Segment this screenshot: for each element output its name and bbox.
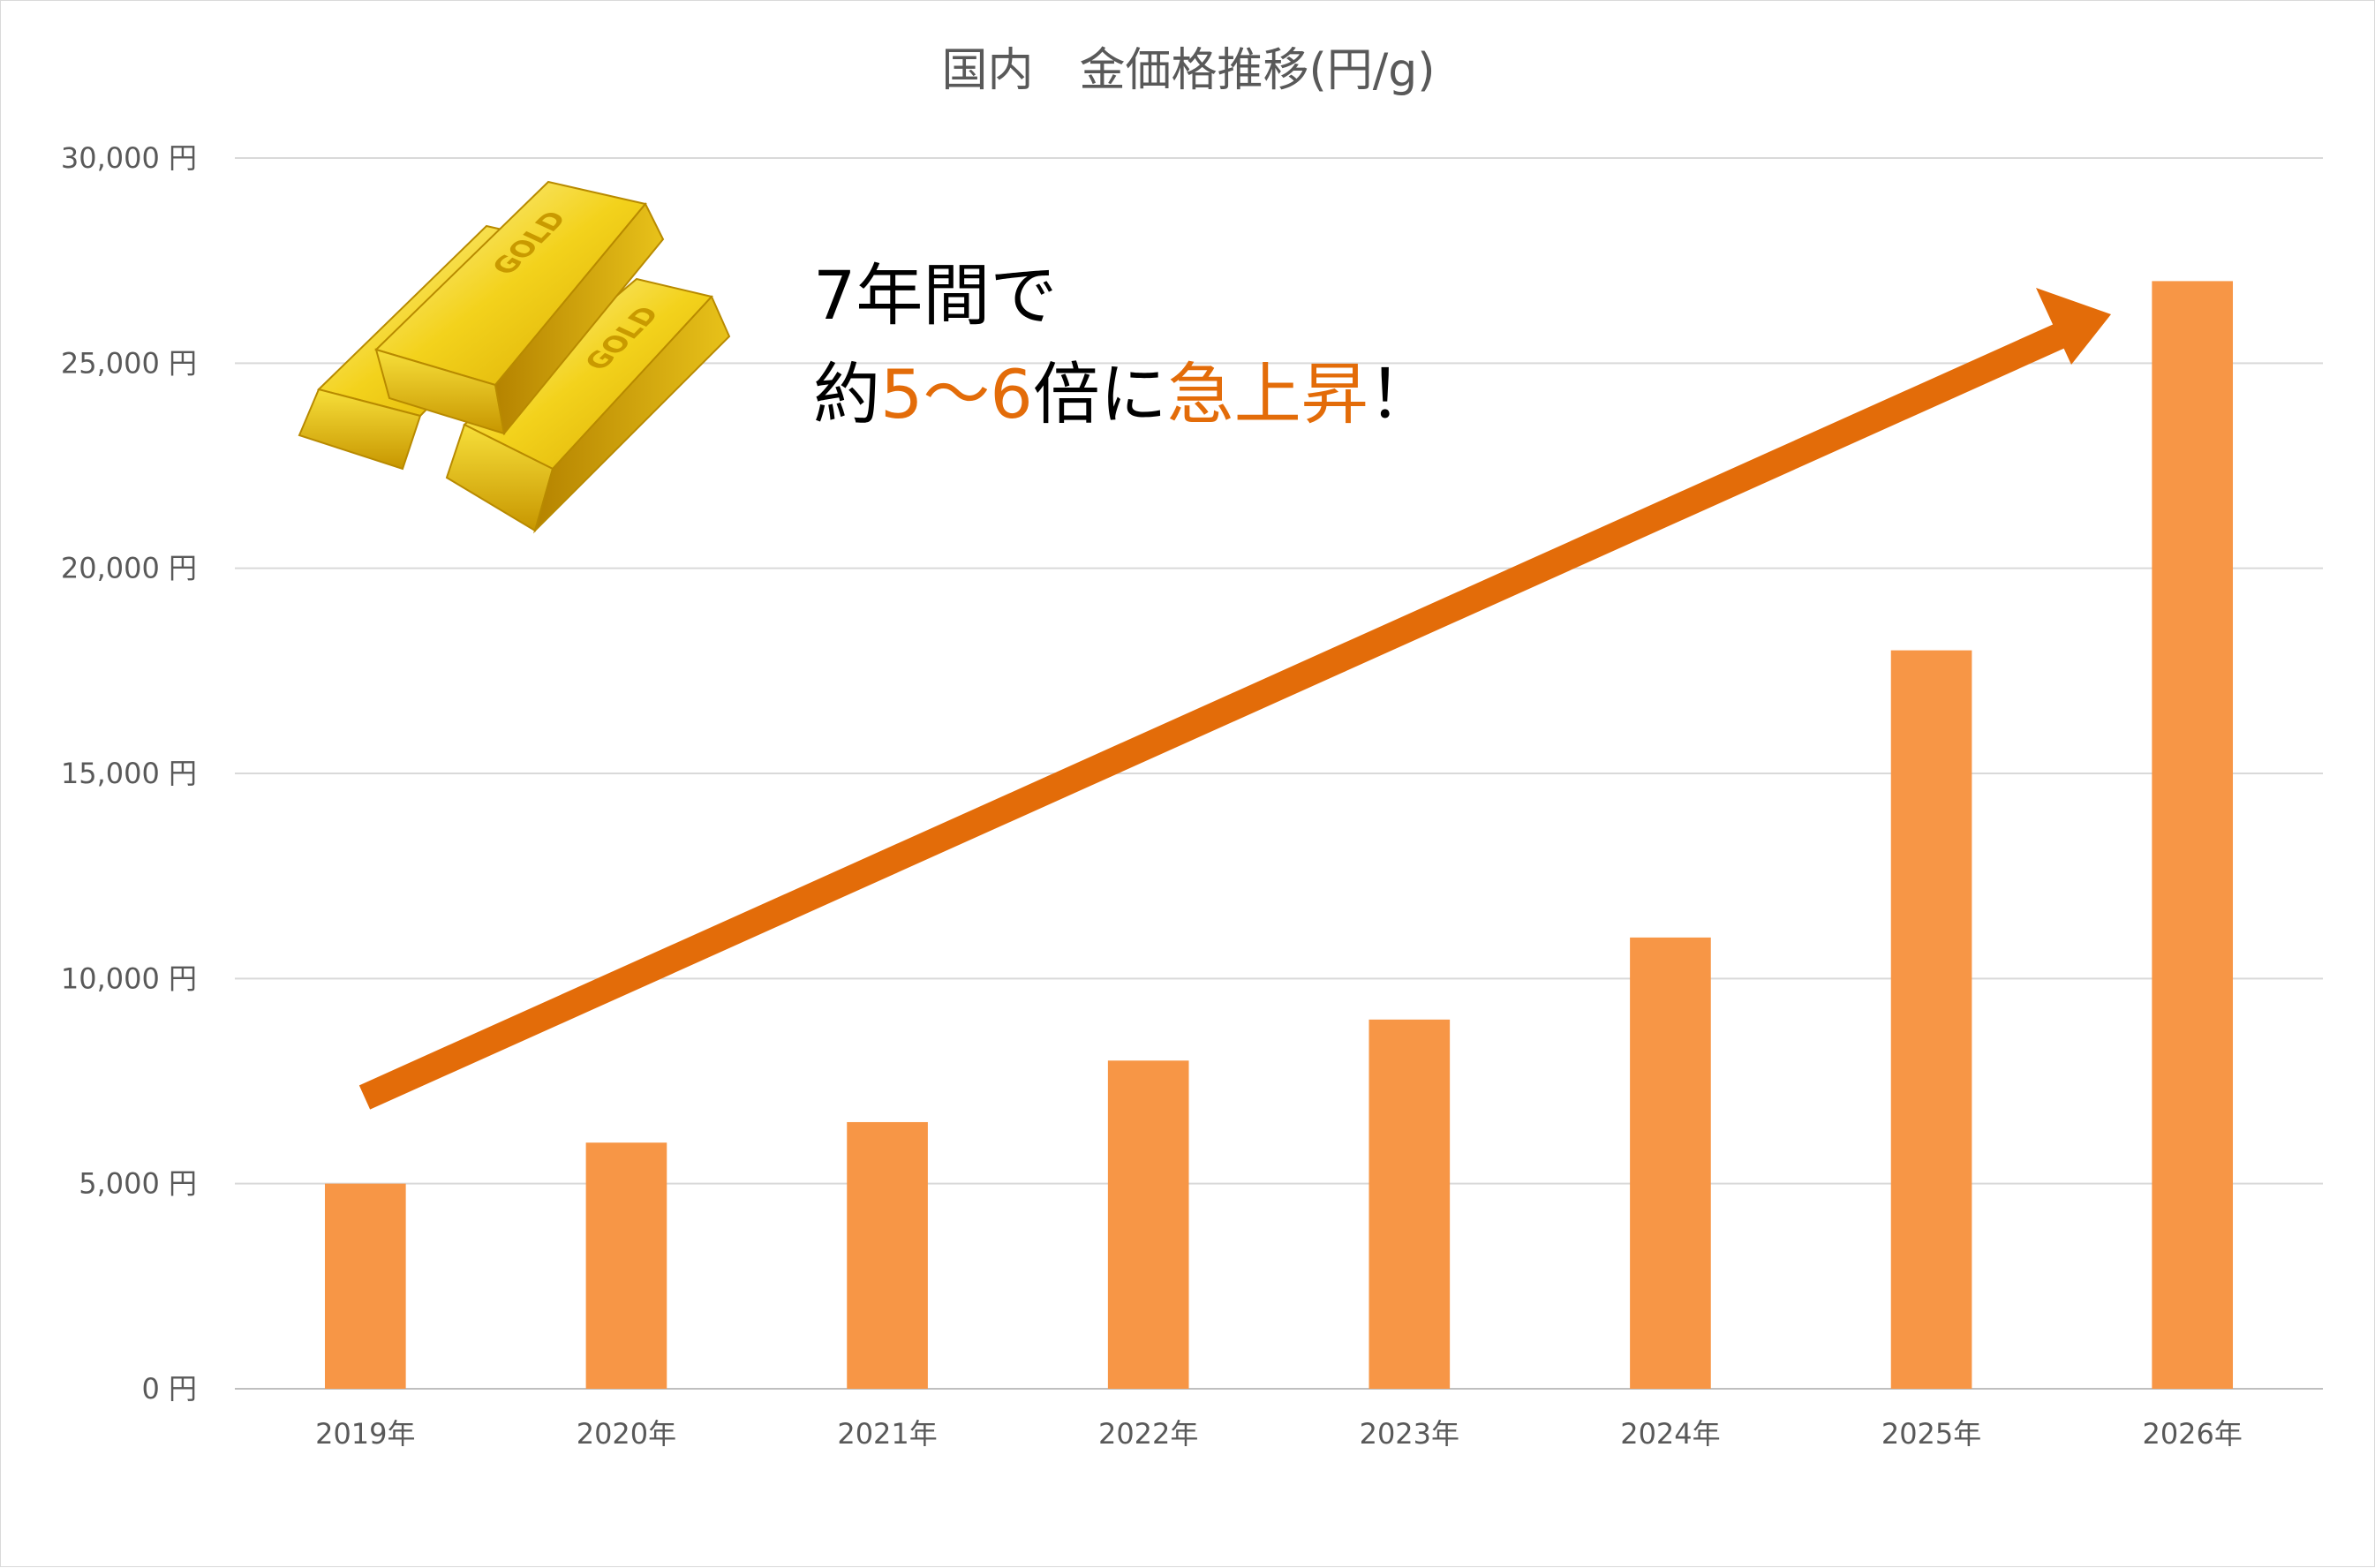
annotation-surge: 急上昇 <box>1167 355 1368 433</box>
trend-arrow <box>358 288 2111 1110</box>
x-tick-label: 2026年 <box>2142 1417 2242 1451</box>
bar-2019年 <box>324 1183 406 1389</box>
y-tick-label: 0 円 <box>141 1372 197 1406</box>
annotation-suffix: ！ <box>1368 355 1436 433</box>
annotation-line2: 約5～6倍に急上昇！ <box>813 355 1436 433</box>
y-tick-label: 30,000 円 <box>61 141 197 175</box>
y-tick-label: 10,000 円 <box>61 961 197 995</box>
annotation-prefix: 約 <box>813 355 880 433</box>
y-tick-label: 15,000 円 <box>61 757 197 790</box>
y-tick-label: 20,000 円 <box>61 552 197 585</box>
annotation-middle: 倍に <box>1033 355 1167 433</box>
x-tick-label: 2024年 <box>1620 1417 1720 1451</box>
gold-bars-icon: GOLD GOLD <box>298 180 731 534</box>
chart-title: 国内 金価格推移(円/g) <box>941 44 1435 97</box>
x-tick-label: 2023年 <box>1360 1417 1459 1451</box>
y-tick-label: 25,000 円 <box>61 346 197 380</box>
x-tick-label: 2020年 <box>577 1417 676 1451</box>
x-tick-label: 2025年 <box>1881 1417 1981 1451</box>
x-tick-label: 2021年 <box>837 1417 937 1451</box>
x-tick-label: 2022年 <box>1098 1417 1198 1451</box>
bar-2022年 <box>1107 1060 1189 1389</box>
annotation-multiplier: 5～6 <box>880 355 1033 433</box>
x-axis-ticks: 2019年 2020年 2021年 2022年 2023年 2024年 2025年 2026年 <box>315 1417 2243 1451</box>
bar-2026年 <box>2152 281 2234 1389</box>
y-tick-label: 5,000 円 <box>79 1167 197 1201</box>
annotation-line1: 7年間で <box>813 256 1057 335</box>
bar-2020年 <box>585 1142 667 1389</box>
bar-2024年 <box>1630 937 1711 1389</box>
bar-2021年 <box>847 1121 928 1389</box>
y-axis-ticks: 0 円 5,000 円 10,000 円 15,000 円 20,000 円 25,000… <box>61 141 197 1406</box>
bar-2023年 <box>1368 1019 1451 1389</box>
bars <box>324 281 2234 1389</box>
x-tick-label: 2019年 <box>315 1417 415 1451</box>
bar-2025年 <box>1890 650 1972 1389</box>
